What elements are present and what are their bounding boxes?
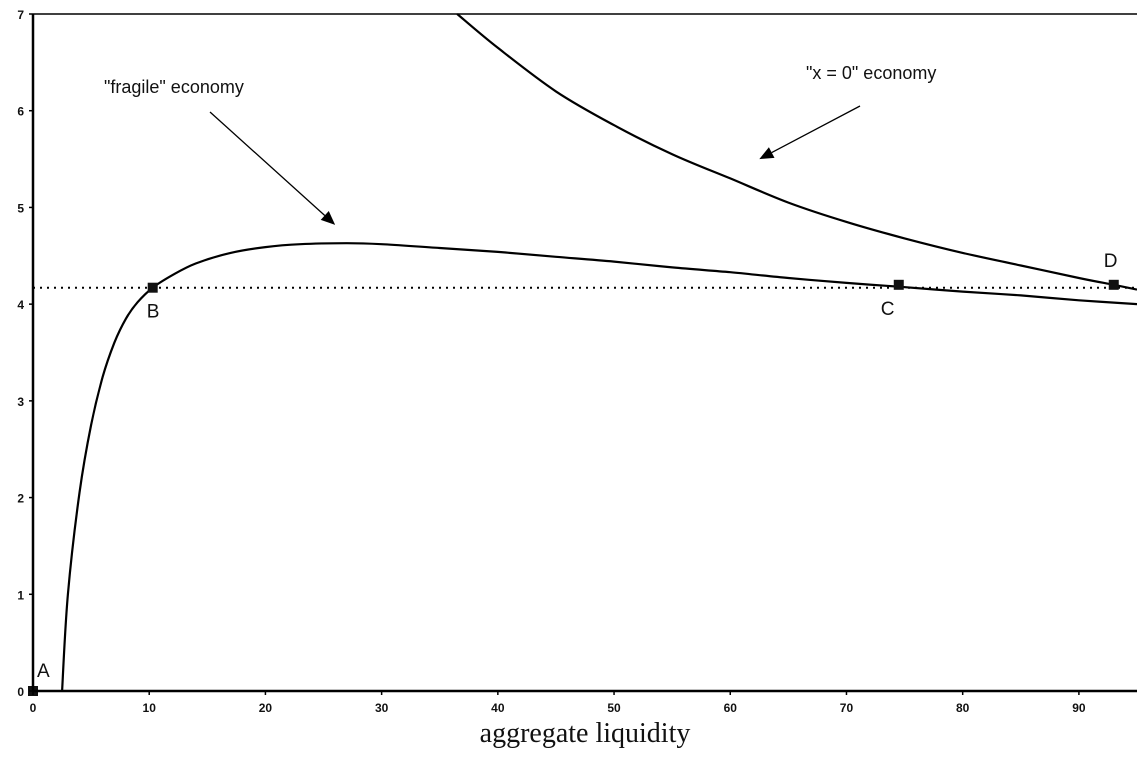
- x-tick-label: 50: [607, 701, 621, 715]
- y-tick-label: 3: [17, 395, 24, 409]
- y-tick-label: 7: [17, 8, 24, 22]
- x-tick-label: 20: [259, 701, 273, 715]
- point-label-b: B: [147, 302, 160, 323]
- point-label-d: D: [1104, 251, 1118, 272]
- point-marker-d: [1108, 279, 1119, 290]
- fragile-economy-annotation: "fragile" economy: [104, 77, 244, 97]
- x-tick-label: 30: [375, 701, 389, 715]
- y-tick-label: 6: [17, 105, 24, 119]
- curves-layer: [33, 13, 1137, 692]
- x-tick-label: 0: [30, 701, 37, 715]
- fragile-economy-curve: [61, 242, 1137, 692]
- y-tick-label: 4: [17, 298, 24, 312]
- annotation-arrow: [209, 111, 326, 216]
- x-ticks: 0 10 20 30 40 50 60 70 80 90: [30, 691, 1086, 715]
- point-labels-layer: A B C D: [37, 251, 1117, 682]
- y-ticks: 0 1 2 3 4 5 6 7: [17, 8, 33, 699]
- x0-economy-annotation: "x = 0" economy: [806, 63, 936, 83]
- x0-economy-curve: [456, 13, 1137, 291]
- y-tick-label: 2: [17, 492, 24, 506]
- x-tick-label: 80: [956, 701, 970, 715]
- x-tick-label: 40: [491, 701, 505, 715]
- y-tick-label: 0: [17, 685, 24, 699]
- x-tick-label: 10: [143, 701, 157, 715]
- point-label-a: A: [37, 661, 50, 682]
- point-marker-b: [147, 282, 158, 293]
- y-tick-label: 1: [17, 588, 24, 602]
- y-tick-label: 5: [17, 201, 24, 215]
- annotation-arrow: [771, 105, 861, 154]
- x-tick-label: 90: [1072, 701, 1086, 715]
- arrow-head-icon: [320, 211, 336, 225]
- arrow-head-icon: [759, 147, 775, 160]
- x-tick-label: 70: [840, 701, 854, 715]
- markers-layer: [28, 279, 1119, 696]
- annotations-layer: "fragile" economy "x = 0" economy: [104, 63, 936, 225]
- x-tick-label: 60: [724, 701, 738, 715]
- x-axis-label: aggregate liquidity: [480, 718, 691, 749]
- point-marker-c: [893, 279, 904, 290]
- point-label-c: C: [881, 299, 895, 320]
